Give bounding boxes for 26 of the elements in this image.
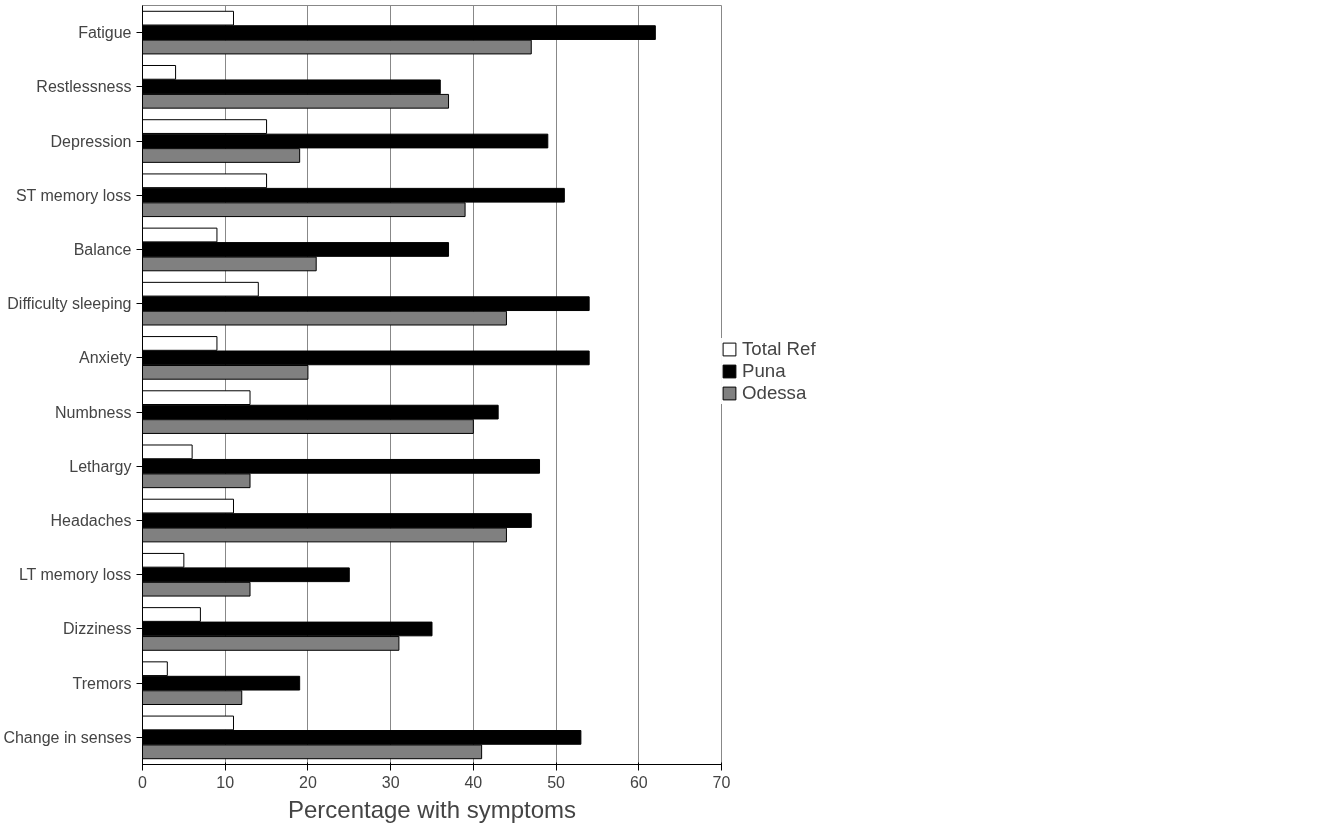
y-tick-label: Fatigue bbox=[78, 24, 132, 42]
y-tick-label: Change in senses bbox=[3, 728, 132, 746]
x-tick-label: 70 bbox=[712, 773, 731, 791]
x-axis-title: Percentage with symptoms bbox=[287, 795, 577, 823]
y-tick-label: Difficulty sleeping bbox=[7, 295, 132, 313]
y-tick-label: Headaches bbox=[50, 512, 132, 530]
x-tick-label: 30 bbox=[381, 773, 400, 791]
x-tick-label: 10 bbox=[216, 773, 235, 791]
y-tick-label: Restlessness bbox=[36, 78, 132, 96]
y-tick-label: Dizziness bbox=[63, 620, 132, 638]
y-tick-label: Anxiety bbox=[79, 349, 132, 367]
y-tick-label: ST memory loss bbox=[15, 186, 132, 204]
x-tick-label: 50 bbox=[547, 773, 566, 791]
y-tick-label: Balance bbox=[73, 240, 132, 258]
x-tick-label: 0 bbox=[138, 773, 148, 791]
y-tick-label: Numbness bbox=[55, 403, 132, 421]
y-tick-label: Depression bbox=[50, 132, 132, 150]
legend-label: Odessa bbox=[742, 382, 807, 404]
y-tick-label: Tremors bbox=[72, 674, 132, 692]
legend-label: Puna bbox=[742, 360, 786, 382]
y-tick-label: LT memory loss bbox=[18, 566, 132, 584]
x-tick-label: 60 bbox=[629, 773, 648, 791]
y-tick-label: Lethargy bbox=[69, 457, 132, 475]
legend-label: Total Ref bbox=[742, 338, 816, 360]
x-tick-label: 20 bbox=[299, 773, 317, 791]
x-tick-label: 40 bbox=[464, 773, 483, 791]
